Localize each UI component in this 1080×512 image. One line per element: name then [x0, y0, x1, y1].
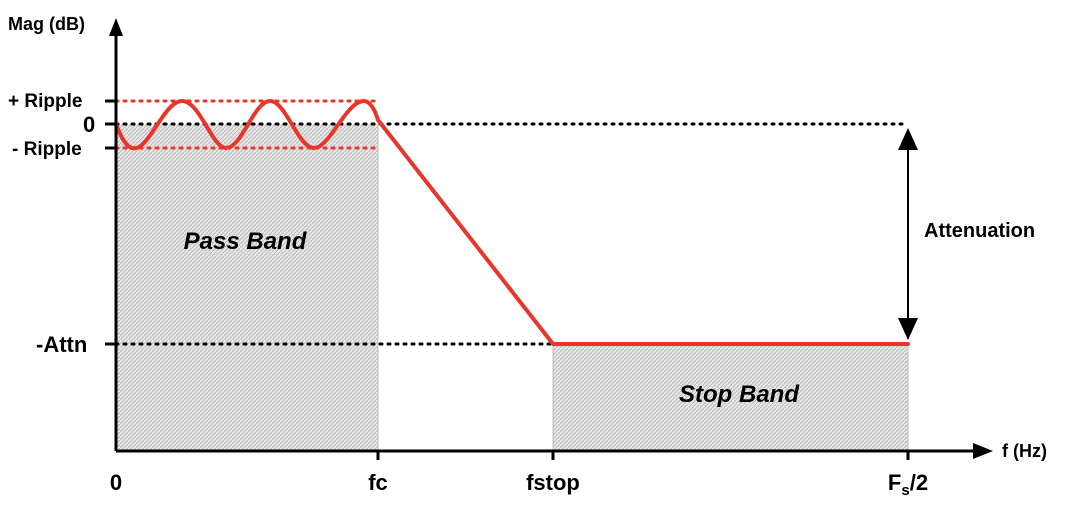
attenuation-arrow-bottom — [898, 318, 918, 340]
filter-response-curve — [114, 99, 910, 346]
x-tick-label-fstop: fstop — [526, 470, 580, 495]
x-tick-label-fs-half: Fs/2 — [888, 470, 928, 499]
attenuation-arrow-top — [898, 128, 918, 150]
y-tick-label-zero: 0 — [83, 112, 95, 137]
x-tick-label-zero: 0 — [110, 470, 122, 495]
attenuation-label: Attenuation — [924, 220, 1035, 242]
x-axis-label: f (Hz) — [1002, 441, 1047, 461]
fs-tail: /2 — [910, 470, 928, 495]
fs-subscript: s — [901, 482, 909, 499]
stop-band-label: Stop Band — [679, 381, 800, 408]
pass-band-region — [116, 124, 378, 451]
x-axis-arrow — [973, 443, 993, 459]
pass-band-label: Pass Band — [184, 228, 308, 255]
y-tick-label-attn: -Attn — [36, 332, 87, 357]
y-tick-label-minus-ripple: - Ripple — [12, 139, 82, 160]
x-tick-label-fc: fc — [368, 470, 388, 495]
y-axis-label: Mag (dB) — [8, 14, 85, 34]
stop-band-region — [553, 344, 908, 451]
fs-main: F — [888, 470, 901, 495]
y-tick-label-plus-ripple: + Ripple — [8, 91, 82, 112]
y-axis-arrow — [109, 18, 123, 36]
